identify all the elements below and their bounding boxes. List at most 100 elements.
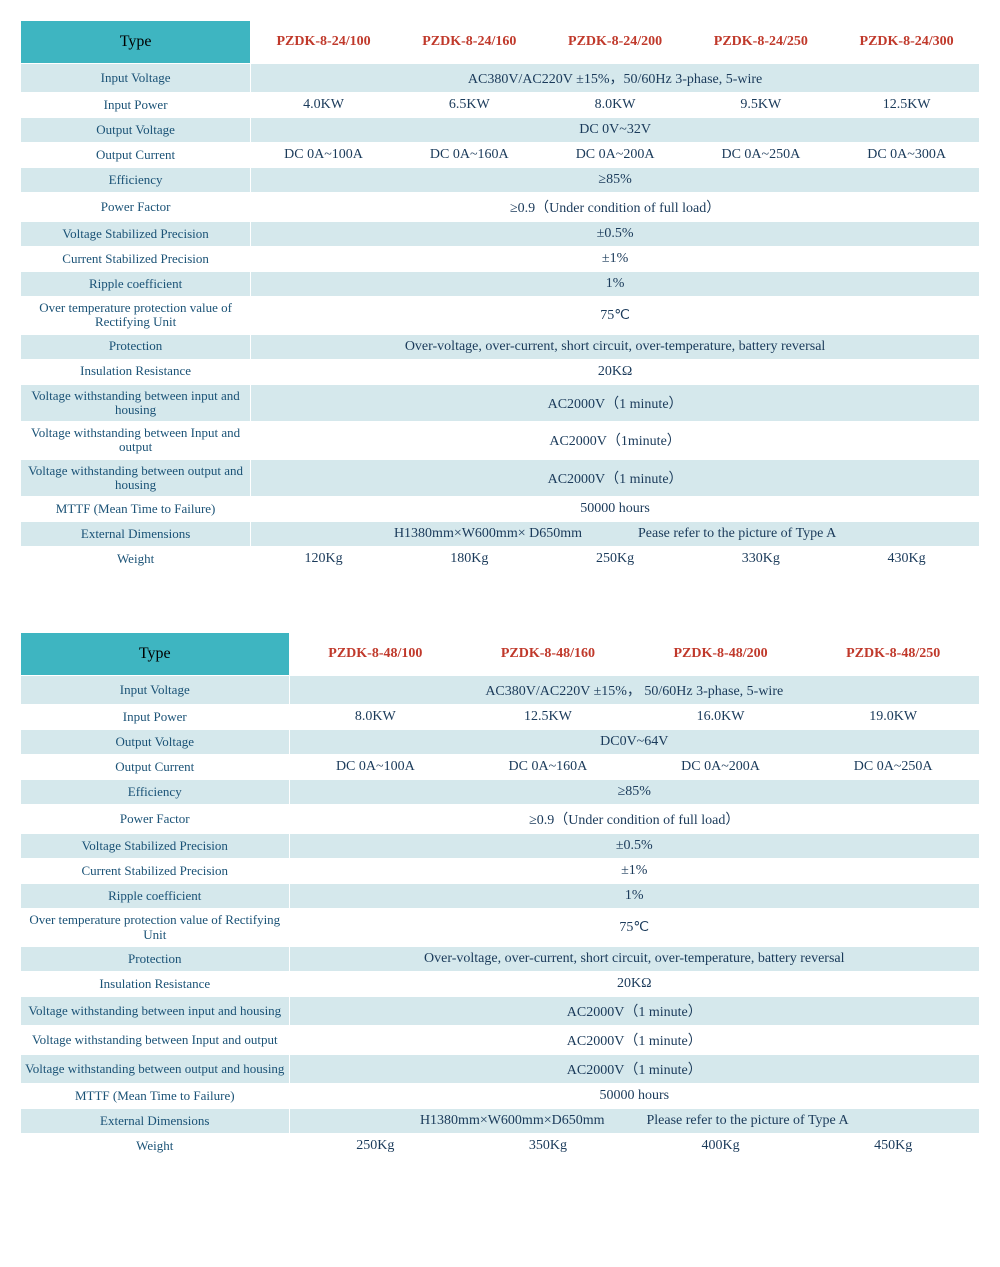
t2-row-value: AC2000V（1 minute） bbox=[289, 1025, 979, 1054]
t1-row-value: ±1% bbox=[251, 247, 980, 272]
t1-row-value: DC 0A~300A bbox=[834, 143, 980, 168]
t1-row-value: 180Kg bbox=[396, 547, 542, 572]
t1-model-header: PZDK-8-24/100 bbox=[251, 21, 397, 64]
t1-row: MTTF (Mean Time to Failure)50000 hours bbox=[21, 497, 980, 522]
t2-row-value: ≥85% bbox=[289, 780, 979, 805]
t1-row-value: DC 0A~200A bbox=[542, 143, 688, 168]
t1-row: ProtectionOver-voltage, over-current, sh… bbox=[21, 334, 980, 359]
t2-row-value: ±0.5% bbox=[289, 834, 979, 859]
t2-row-value: 20KΩ bbox=[289, 971, 979, 996]
t1-row-label: Input Power bbox=[21, 93, 251, 118]
t1-row-label: Protection bbox=[21, 334, 251, 359]
t2-row-value: DC 0A~160A bbox=[462, 755, 635, 780]
t1-row-value: 8.0KW bbox=[542, 93, 688, 118]
t1-row-value: AC380V/AC220V ±15%，50/60Hz 3-phase, 5-wi… bbox=[251, 64, 980, 93]
t2-row-label: Input Voltage bbox=[21, 676, 290, 705]
t1-row-value: 4.0KW bbox=[251, 93, 397, 118]
t2-row-value: ≥0.9（Under condition of full load） bbox=[289, 805, 979, 834]
t1-model-header: PZDK-8-24/160 bbox=[396, 21, 542, 64]
t1-row-label: Voltage withstanding between input and h… bbox=[21, 384, 251, 422]
t2-row-value: 16.0KW bbox=[634, 705, 807, 730]
t2-row: Power Factor≥0.9（Under condition of full… bbox=[21, 805, 980, 834]
t1-row-label: MTTF (Mean Time to Failure) bbox=[21, 497, 251, 522]
t2-row-value: 19.0KW bbox=[807, 705, 980, 730]
t1-type-header: Type bbox=[21, 21, 251, 64]
t1-row-label: Output Voltage bbox=[21, 118, 251, 143]
t1-row-label: Output Current bbox=[21, 143, 251, 168]
t2-row-label: Ripple coefficient bbox=[21, 884, 290, 909]
t2-row-label: MTTF (Mean Time to Failure) bbox=[21, 1083, 290, 1108]
t1-row: External DimensionsH1380mm×W600mm× D650m… bbox=[21, 522, 980, 547]
t2-row-value: DC 0A~200A bbox=[634, 755, 807, 780]
t1-row-label: Voltage withstanding between Input and o… bbox=[21, 422, 251, 460]
t1-row-value: ≥85% bbox=[251, 168, 980, 193]
t1-header-row: Type PZDK-8-24/100PZDK-8-24/160PZDK-8-24… bbox=[21, 21, 980, 64]
t2-row-value: ±1% bbox=[289, 859, 979, 884]
t2-row-label: Output Current bbox=[21, 755, 290, 780]
t1-row: Output VoltageDC 0V~32V bbox=[21, 118, 980, 143]
t1-row-value: 50000 hours bbox=[251, 497, 980, 522]
t2-row: Voltage withstanding between output and … bbox=[21, 1054, 980, 1083]
t1-row-label: Voltage withstanding between output and … bbox=[21, 459, 251, 497]
t1-row-label: Insulation Resistance bbox=[21, 359, 251, 384]
t2-row-value: 50000 hours bbox=[289, 1083, 979, 1108]
spec-table-48v: Type PZDK-8-48/100PZDK-8-48/160PZDK-8-48… bbox=[20, 632, 980, 1159]
t1-row-value: ±0.5% bbox=[251, 222, 980, 247]
t1-row-value: AC2000V（1minute） bbox=[251, 422, 980, 460]
t2-row: Efficiency≥85% bbox=[21, 780, 980, 805]
t1-row: Voltage withstanding between input and h… bbox=[21, 384, 980, 422]
t1-model-header: PZDK-8-24/250 bbox=[688, 21, 834, 64]
t1-row-value: 9.5KW bbox=[688, 93, 834, 118]
t2-row-value: DC 0A~250A bbox=[807, 755, 980, 780]
t1-row-value: 75℃ bbox=[251, 297, 980, 335]
t1-row-value: Over-voltage, over-current, short circui… bbox=[251, 334, 980, 359]
t2-model-header: PZDK-8-48/200 bbox=[634, 633, 807, 676]
t2-row-label: Over temperature protection value of Rec… bbox=[21, 909, 290, 947]
t1-row-value: DC 0A~100A bbox=[251, 143, 397, 168]
t2-row-label: Output Voltage bbox=[21, 730, 290, 755]
t2-row-value: 8.0KW bbox=[289, 705, 462, 730]
t1-row-value: AC2000V（1 minute） bbox=[251, 384, 980, 422]
t1-row-value: 330Kg bbox=[688, 547, 834, 572]
t1-row-value: 250Kg bbox=[542, 547, 688, 572]
t2-row-label: Weight bbox=[21, 1133, 290, 1158]
t2-row-label: Voltage Stabilized Precision bbox=[21, 834, 290, 859]
t1-model-header: PZDK-8-24/300 bbox=[834, 21, 980, 64]
t2-row-label: Protection bbox=[21, 946, 290, 971]
t1-row-label: Ripple coefficient bbox=[21, 272, 251, 297]
t1-row: Voltage Stabilized Precision±0.5% bbox=[21, 222, 980, 247]
t2-row-value: 450Kg bbox=[807, 1133, 980, 1158]
t2-row-value: H1380mm×W600mm×D650mm Please refer to th… bbox=[289, 1108, 979, 1133]
t2-model-header: PZDK-8-48/160 bbox=[462, 633, 635, 676]
t2-type-header: Type bbox=[21, 633, 290, 676]
t1-row-value: ≥0.9（Under condition of full load） bbox=[251, 193, 980, 222]
t1-row: Current Stabilized Precision±1% bbox=[21, 247, 980, 272]
t2-row-value: 250Kg bbox=[289, 1133, 462, 1158]
t2-row: External DimensionsH1380mm×W600mm×D650mm… bbox=[21, 1108, 980, 1133]
t1-row-value: 430Kg bbox=[834, 547, 980, 572]
t2-row: Output CurrentDC 0A~100ADC 0A~160ADC 0A~… bbox=[21, 755, 980, 780]
t1-row: Voltage withstanding between output and … bbox=[21, 459, 980, 497]
t2-row-value: 75℃ bbox=[289, 909, 979, 947]
t1-row: Power Factor≥0.9（Under condition of full… bbox=[21, 193, 980, 222]
t2-row-label: Current Stabilized Precision bbox=[21, 859, 290, 884]
t1-row-label: External Dimensions bbox=[21, 522, 251, 547]
t2-row-value: 12.5KW bbox=[462, 705, 635, 730]
t2-header-row: Type PZDK-8-48/100PZDK-8-48/160PZDK-8-48… bbox=[21, 633, 980, 676]
t2-row-value: DC 0A~100A bbox=[289, 755, 462, 780]
t2-row: Over temperature protection value of Rec… bbox=[21, 909, 980, 947]
t2-row: Voltage withstanding between Input and o… bbox=[21, 1025, 980, 1054]
t1-model-header: PZDK-8-24/200 bbox=[542, 21, 688, 64]
t2-row: Insulation Resistance20KΩ bbox=[21, 971, 980, 996]
t2-row-label: Power Factor bbox=[21, 805, 290, 834]
t2-row: Voltage withstanding between input and h… bbox=[21, 996, 980, 1025]
t1-row: Input VoltageAC380V/AC220V ±15%，50/60Hz … bbox=[21, 64, 980, 93]
t1-row-value: H1380mm×W600mm× D650mm Pease refer to th… bbox=[251, 522, 980, 547]
t2-row-label: Input Power bbox=[21, 705, 290, 730]
t1-row: Over temperature protection value of Rec… bbox=[21, 297, 980, 335]
t1-row: Weight120Kg180Kg250Kg330Kg430Kg bbox=[21, 547, 980, 572]
t1-row: Efficiency≥85% bbox=[21, 168, 980, 193]
t2-row-value: AC2000V（1 minute） bbox=[289, 1054, 979, 1083]
t1-row-value: 120Kg bbox=[251, 547, 397, 572]
t2-row-label: Efficiency bbox=[21, 780, 290, 805]
